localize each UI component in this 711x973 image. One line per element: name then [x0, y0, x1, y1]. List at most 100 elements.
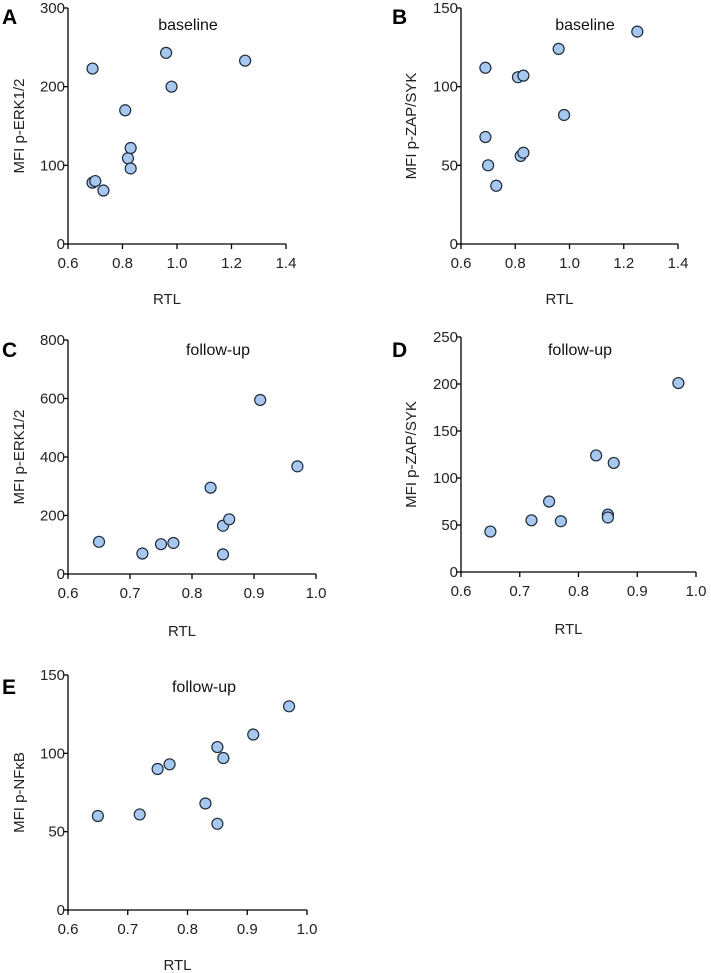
x-tick-label: 1.0 [559, 255, 580, 272]
data-point [282, 700, 296, 713]
data-point [517, 146, 530, 159]
data-point [124, 141, 137, 155]
y-tick-label: 400 [40, 449, 65, 466]
x-tick-label: 0.7 [117, 921, 138, 938]
data-point [92, 535, 106, 548]
data-point [525, 514, 538, 527]
data-point [124, 162, 137, 175]
x-axis-label: RTL [545, 291, 573, 308]
chart-title: follow-up [186, 342, 250, 359]
data-point [154, 538, 168, 551]
y-axis-label: MFI p-ERK1/2 [11, 409, 28, 504]
y-tick-label: 300 [40, 0, 65, 17]
y-tick-label: 200 [40, 79, 65, 96]
y-axis-label: MFI p-NFκB [11, 752, 28, 833]
data-point [119, 104, 132, 117]
x-tick-label: 0.6 [451, 255, 472, 272]
x-axis-label: RTL [168, 623, 196, 640]
data-point [217, 751, 230, 765]
chart-title: baseline [555, 17, 615, 34]
panel-b: 0.6 0.8 1.0 1.2 1.4 0 50 100 150 B baseline RTL MFI … [392, 0, 688, 308]
x-tick-label: 1.0 [167, 255, 188, 272]
data-point [121, 152, 135, 165]
y-tick-label: 600 [40, 391, 65, 408]
y-axis-label: MFI p-ZAP/SYK [403, 73, 420, 180]
data-point [204, 481, 217, 494]
x-tick-label: 0.6 [58, 255, 79, 272]
x-tick-label: 0.8 [112, 255, 133, 272]
data-point [631, 25, 644, 38]
data-point [133, 808, 146, 821]
x-tick-label: 0.6 [451, 583, 472, 600]
y-tick-label: 150 [40, 667, 65, 684]
y-tick-label: 200 [40, 508, 65, 525]
data-point [254, 393, 267, 407]
x-tick-label: 0.8 [505, 255, 526, 272]
panel-d: 0.6 0.7 0.8 0.9 1.0 0 50 100 150 200 250 D follow-up… [392, 329, 706, 638]
data-point [97, 184, 110, 197]
y-tick-label: 50 [441, 157, 458, 174]
x-tick-label: 0.7 [120, 585, 141, 602]
y-tick-label: 0 [57, 236, 65, 253]
x-tick-label: 1.0 [686, 583, 707, 600]
data-point [479, 130, 492, 144]
x-tick-label: 0.6 [58, 585, 79, 602]
data-point [482, 159, 495, 172]
data-point [291, 460, 304, 473]
panel-a: 0.6 0.8 1.0 1.2 1.4 0 100 200 300 A baseline RTL MFI… [2, 0, 296, 308]
y-tick-label: 100 [433, 470, 458, 487]
chart-title: follow-up [548, 342, 612, 359]
x-axis-label: RTL [153, 291, 181, 308]
y-tick-label: 0 [450, 564, 458, 581]
panel-letter: C [2, 339, 17, 362]
panel-letter: D [392, 339, 407, 362]
x-tick-label: 1.0 [297, 921, 318, 938]
data-point [601, 511, 614, 524]
data-point [554, 515, 567, 528]
data-point [557, 108, 571, 122]
y-axis-label: MFI p-ERK1/2 [11, 78, 28, 173]
x-tick-label: 0.6 [58, 921, 79, 938]
data-point [590, 449, 603, 462]
x-tick-label: 1.4 [276, 255, 297, 272]
data-point [165, 80, 178, 93]
data-point [211, 817, 224, 830]
data-point [216, 548, 230, 561]
data-point [163, 758, 176, 771]
y-tick-label: 150 [433, 0, 458, 17]
x-tick-label: 1.2 [221, 255, 242, 272]
y-tick-label: 100 [40, 157, 65, 174]
panel-letter: B [392, 6, 407, 29]
x-tick-label: 0.9 [627, 583, 648, 600]
y-tick-label: 0 [57, 566, 65, 583]
data-point [199, 797, 212, 810]
x-axis-label: RTL [554, 621, 582, 638]
x-tick-label: 1.0 [306, 585, 327, 602]
data-point [479, 61, 492, 74]
x-tick-label: 0.9 [244, 585, 265, 602]
data-point [672, 376, 685, 390]
x-tick-label: 0.8 [568, 583, 589, 600]
y-tick-label: 100 [40, 745, 65, 762]
data-point [543, 495, 556, 508]
x-tick-label: 1.4 [668, 255, 689, 272]
x-tick-label: 0.7 [509, 583, 530, 600]
data-point [490, 179, 503, 192]
data-point [86, 62, 99, 75]
panel-c: 0.6 0.7 0.8 0.9 1.0 0 200 400 600 800 C follow-up RT… [2, 332, 326, 640]
panel-letter: E [2, 676, 16, 699]
y-tick-label: 50 [441, 517, 458, 534]
y-axis-label: MFI p-ZAP/SYK [403, 401, 420, 508]
chart-title: follow-up [172, 679, 236, 696]
y-tick-label: 200 [433, 376, 458, 393]
data-point [151, 762, 164, 776]
y-tick-label: 150 [433, 423, 458, 440]
x-tick-label: 0.8 [182, 585, 203, 602]
data-point [239, 54, 252, 67]
data-point [517, 69, 530, 82]
y-tick-label: 250 [433, 329, 458, 346]
y-tick-label: 0 [57, 902, 65, 919]
data-point [136, 547, 149, 560]
